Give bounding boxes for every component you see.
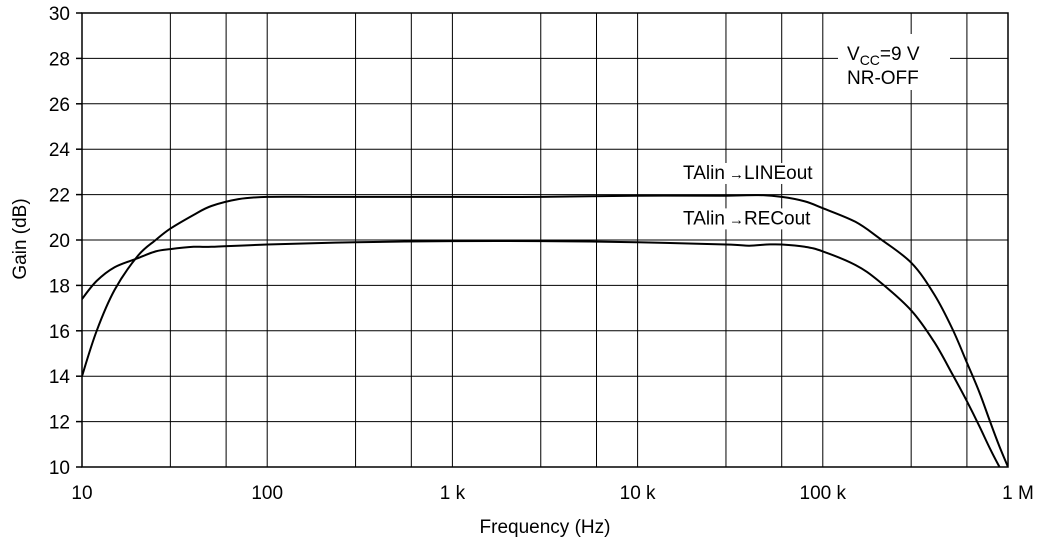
vcc-value: =9 V [880,44,920,65]
y-tick-label: 10 [49,458,70,479]
vcc-prefix: V [847,44,860,65]
x-tick-label: 100 k [800,483,847,504]
series-label-background [680,208,815,230]
nr-mode-label: NR-OFF [847,68,919,89]
x-tick-label: 1 M [1002,483,1034,504]
series-label-text: TAlin →RECout [683,208,811,229]
x-axis-title: Frequency (Hz) [480,517,611,538]
x-tick-label: 10 [71,483,92,504]
y-tick-label: 30 [49,4,70,25]
vcc-label: VCC=9 V [847,44,920,68]
series-labels: TAlin →LINEout TAlin →RECout [680,162,817,230]
x-tick-label: 10 k [620,483,656,504]
series-line-rec-out [82,239,1001,467]
series-line-line-out [82,194,1008,467]
x-tick-label: 100 [251,483,283,504]
y-axis-tick-labels: 10 12 14 16 18 20 22 24 26 28 30 [49,4,82,479]
y-tick-label: 16 [49,322,70,343]
x-tick-label: 1 k [440,483,466,504]
series-label-line-out: TAlin →LINEout [680,162,817,184]
y-tick-label: 28 [49,49,70,70]
series-lines [82,194,1008,467]
y-tick-label: 12 [49,413,70,434]
x-axis-tick-labels: 10 100 1 k 10 k 100 k 1 M [71,483,1033,504]
y-tick-label: 24 [49,140,71,161]
y-tick-label: 26 [49,95,70,116]
y-tick-label: 22 [49,186,70,207]
y-tick-label: 14 [49,367,71,388]
y-axis-title: Gain (dB) [10,198,31,279]
y-tick-label: 18 [49,276,70,297]
series-label-rec-out: TAlin →RECout [680,208,815,230]
conditions-box [838,34,950,90]
series-label-background [680,162,817,184]
y-tick-label: 20 [49,231,70,252]
series-label-text: TAlin →LINEout [683,163,813,184]
vcc-subscript: CC [860,52,880,68]
